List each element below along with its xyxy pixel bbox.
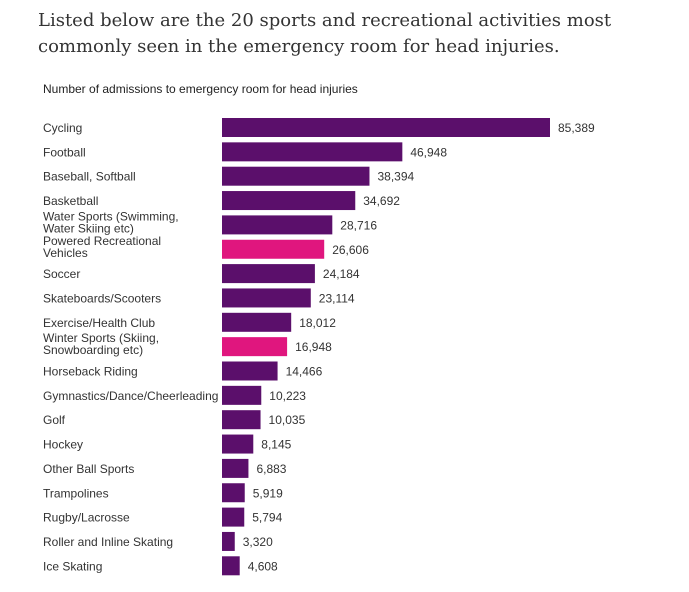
- category-label: Skateboards/Scooters: [43, 291, 161, 305]
- bar: [222, 385, 262, 405]
- value-label: 10,223: [269, 389, 306, 403]
- category-label: Roller and Inline Skating: [43, 535, 173, 549]
- value-label: 3,320: [243, 535, 273, 549]
- bar: [222, 458, 249, 478]
- value-label: 10,035: [269, 413, 306, 427]
- category-label: Football: [43, 145, 86, 159]
- value-label: 5,919: [253, 486, 283, 500]
- category-label: Ice Skating: [43, 559, 102, 573]
- category-label: Hockey: [43, 438, 83, 452]
- value-label: 18,012: [299, 316, 336, 330]
- category-label: Gymnastics/Dance/Cheerleading: [43, 389, 218, 403]
- category-label: Other Ball Sports: [43, 462, 134, 476]
- value-label: 24,184: [323, 267, 360, 281]
- value-label: 26,606: [332, 243, 369, 257]
- value-label: 6,883: [256, 462, 286, 476]
- bar: [222, 312, 292, 332]
- value-label: 38,394: [377, 170, 414, 184]
- bar: [222, 507, 245, 527]
- intro-paragraph: Listed below are the 20 sports and recre…: [38, 10, 612, 57]
- category-label: Basketball: [43, 194, 98, 208]
- bar: [222, 239, 325, 259]
- value-label: 16,948: [295, 340, 332, 354]
- bar: [222, 166, 370, 186]
- bar: [222, 361, 278, 381]
- category-label: Winter Sports (Skiing, Snowboarding etc): [43, 331, 159, 357]
- bar: [222, 337, 288, 357]
- category-label: Golf: [43, 413, 66, 427]
- bar: [222, 264, 315, 284]
- value-label: 34,692: [363, 194, 400, 208]
- value-label: 4,608: [248, 559, 278, 573]
- bar: [222, 434, 254, 454]
- category-label: Soccer: [43, 267, 80, 281]
- value-label: 28,716: [340, 218, 377, 232]
- value-label: 14,466: [286, 365, 323, 379]
- category-label: Water Sports (Swimming, Water Skiing etc): [43, 209, 179, 235]
- value-label: 5,794: [252, 511, 282, 525]
- bar: [222, 410, 261, 430]
- category-label: Powered Recreational Vehicles: [43, 234, 161, 260]
- value-label: 8,145: [261, 438, 291, 452]
- category-label: Exercise/Health Club: [43, 316, 155, 330]
- bar: [222, 483, 245, 503]
- category-label: Rugby/Lacrosse: [43, 511, 130, 525]
- category-label: Cycling: [43, 121, 82, 135]
- bar: [222, 556, 240, 576]
- value-label: 46,948: [410, 145, 447, 159]
- bar: [222, 215, 333, 235]
- category-label: Baseball, Softball: [43, 170, 136, 184]
- value-label: 85,389: [558, 121, 595, 135]
- bar: [222, 288, 311, 308]
- bar: [222, 118, 550, 137]
- bar: [222, 531, 235, 551]
- bar: [222, 142, 403, 162]
- category-label: Trampolines: [43, 486, 109, 500]
- category-label: Horseback Riding: [43, 365, 138, 379]
- value-label: 23,114: [319, 291, 355, 305]
- bar: [222, 191, 356, 211]
- chart-title: Number of admissions to emergency room f…: [43, 82, 358, 96]
